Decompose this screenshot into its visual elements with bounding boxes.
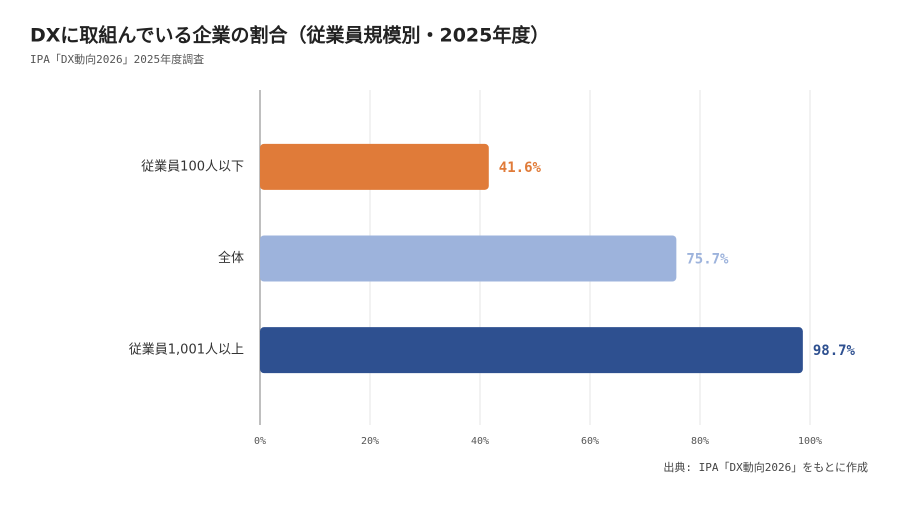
x-tick-label: 40% xyxy=(471,436,489,447)
bar xyxy=(260,143,489,190)
y-tick-label: 従業員1,001人以上 xyxy=(129,342,244,358)
x-tick-label: 80% xyxy=(691,436,709,447)
value-label: 41.6% xyxy=(499,160,542,176)
value-label: 98.7% xyxy=(813,343,856,359)
chart-subtitle: IPA「DX動向2026」2025年度調査 xyxy=(30,52,204,66)
x-tick-label: 100% xyxy=(798,436,822,447)
source-note: 出典: IPA「DX動向2026」をもとに作成 xyxy=(663,460,868,474)
x-tick-label: 20% xyxy=(361,436,379,447)
x-tick-label: 0% xyxy=(254,436,266,447)
y-tick-label: 従業員100人以下 xyxy=(141,158,244,174)
x-tick-label: 60% xyxy=(581,436,599,447)
bar xyxy=(260,327,803,374)
y-tick-label: 全体 xyxy=(218,250,244,266)
bar xyxy=(260,235,677,282)
value-label: 75.7% xyxy=(686,252,729,268)
chart-title: DXに取組んでいる企業の割合（従業員規模別・2025年度） xyxy=(30,24,549,47)
